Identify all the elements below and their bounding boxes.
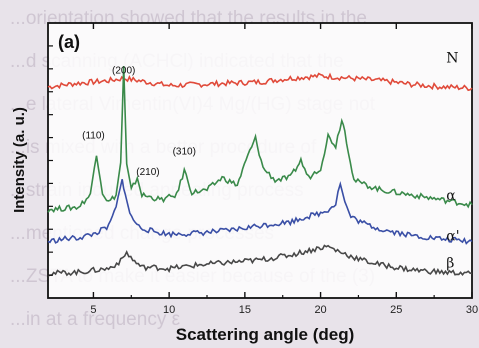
x-tick-label: 5 bbox=[90, 304, 96, 316]
peak-label: (200) bbox=[112, 65, 135, 76]
x-tick-label: 30 bbox=[466, 304, 478, 316]
background-text-line: ...in at a frequency ε bbox=[10, 309, 181, 330]
x-tick-label: 15 bbox=[239, 304, 251, 316]
series-label: N bbox=[446, 50, 458, 66]
y-axis-title: Intensity (a. u.) bbox=[11, 107, 28, 213]
series-label: α' bbox=[446, 228, 459, 244]
series-line bbox=[47, 244, 473, 277]
series-line bbox=[47, 179, 473, 245]
series-line bbox=[47, 72, 473, 92]
peak-label: (310) bbox=[173, 146, 196, 157]
x-tick-label: 20 bbox=[314, 304, 326, 316]
series-label: α bbox=[446, 188, 456, 204]
series-label: β bbox=[446, 255, 454, 271]
plot-area bbox=[47, 22, 473, 299]
label-layer: Nα α' β (200) (110) (210) (310) bbox=[82, 50, 459, 271]
peak-label: (210) bbox=[136, 167, 159, 178]
series-layer bbox=[47, 65, 473, 277]
panel-label: (a) bbox=[58, 32, 80, 52]
x-axis-title: Scattering angle (deg) bbox=[176, 325, 355, 344]
peak-label: (110) bbox=[82, 130, 105, 141]
x-tick-label: 10 bbox=[163, 304, 175, 316]
x-tick-label: 25 bbox=[390, 304, 402, 316]
tick-layer: 5 10 15 20 25 30 bbox=[48, 23, 478, 316]
series-line bbox=[47, 65, 473, 214]
